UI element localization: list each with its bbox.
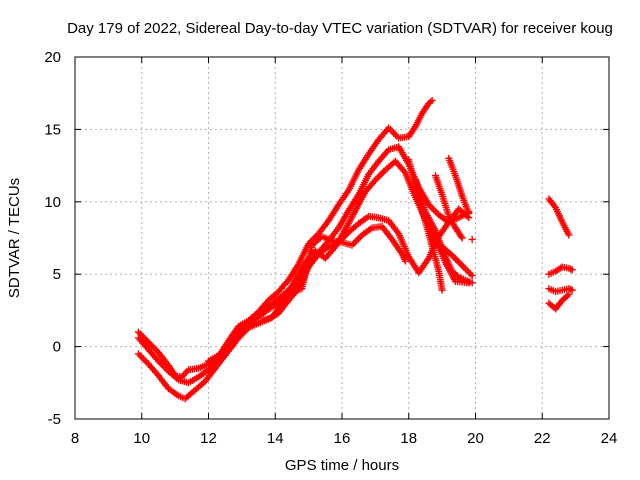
axis-ticks: [74, 56, 610, 420]
data-point-marker: [355, 234, 363, 242]
data-point-marker: [431, 207, 439, 215]
series-track-5: [258, 222, 409, 325]
series-track-7: [428, 235, 476, 280]
y-tick-label: 5: [53, 266, 61, 283]
data-point-marker: [455, 258, 463, 266]
y-tick-label: 0: [53, 339, 61, 356]
data-point-marker: [430, 206, 438, 214]
data-point-marker: [463, 267, 471, 275]
data-point-marker: [468, 235, 476, 243]
data-point-marker: [458, 234, 466, 242]
data-point-marker: [465, 268, 473, 276]
x-tick-label: 20: [467, 430, 484, 447]
data-point-marker: [139, 355, 147, 363]
data-point-marker: [565, 290, 573, 298]
y-tick-label: 10: [44, 194, 61, 211]
data-point-marker: [138, 353, 146, 361]
data-point-marker: [567, 265, 575, 273]
data-point-marker: [350, 240, 358, 248]
data-point-marker: [136, 352, 144, 360]
data-point-marker: [568, 266, 576, 274]
series-track-12: [545, 195, 573, 239]
series-track-14: [545, 285, 576, 296]
data-point-marker: [376, 171, 384, 179]
x-tick-label: 22: [534, 430, 551, 447]
data-point-marker: [141, 357, 149, 365]
x-tick-label: 14: [267, 430, 284, 447]
x-tick-label: 24: [601, 430, 618, 447]
data-marks: [134, 96, 576, 403]
y-tick-label: 15: [44, 121, 61, 138]
data-point-marker: [401, 257, 409, 265]
series-track-15: [545, 290, 573, 313]
series-track-11: [468, 235, 476, 243]
data-point-marker: [461, 265, 469, 273]
data-point-marker: [460, 263, 468, 271]
series-track-10: [445, 154, 473, 217]
x-tick-labels: 8 10 12 14 16 18 20 22 24: [71, 430, 618, 447]
y-tick-label: 20: [44, 49, 61, 66]
x-tick-label: 8: [71, 430, 79, 447]
data-point-marker: [456, 260, 464, 268]
series-track-9: [431, 172, 466, 242]
x-tick-label: 12: [200, 430, 217, 447]
x-tick-label: 10: [133, 430, 150, 447]
data-point-marker: [567, 285, 575, 293]
data-point-marker: [453, 256, 461, 264]
series-track-13: [545, 263, 576, 278]
data-point-marker: [438, 286, 446, 294]
data-point-marker: [466, 270, 474, 278]
data-point-marker: [375, 173, 383, 181]
y-axis-label: SDTVAR / TECUs: [6, 178, 23, 298]
y-tick-labels: -5 0 5 10 15 20: [44, 49, 61, 428]
data-point-marker: [428, 96, 436, 104]
data-point-marker: [388, 127, 396, 135]
x-tick-label: 18: [400, 430, 417, 447]
data-point-marker: [568, 286, 576, 294]
data-point-marker: [465, 209, 473, 217]
data-point-marker: [451, 255, 459, 263]
data-point-marker: [468, 279, 476, 287]
x-axis-label: GPS time / hours: [285, 457, 399, 474]
series-track-8: [405, 156, 446, 294]
x-tick-label: 16: [334, 430, 351, 447]
data-point-marker: [134, 350, 142, 358]
data-point-marker: [378, 169, 386, 177]
chart-title: Day 179 of 2022, Sidereal Day-to-day VTE…: [67, 20, 613, 37]
data-point-marker: [565, 231, 573, 239]
data-point-marker: [468, 272, 476, 280]
data-point-marker: [458, 262, 466, 270]
data-point-marker: [393, 132, 401, 140]
y-tick-label: -5: [48, 411, 61, 428]
data-point-marker: [390, 129, 398, 137]
data-point-marker: [353, 236, 361, 244]
data-point-marker: [428, 204, 436, 212]
